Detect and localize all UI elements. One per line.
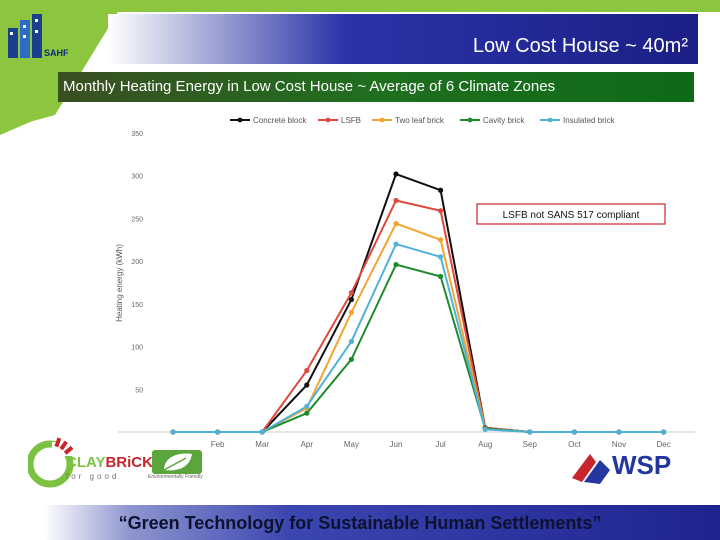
annotation-text: LSFB not SANS 517 compliant (503, 210, 640, 221)
series-line (173, 199, 664, 433)
x-tick-label: Feb (211, 440, 225, 449)
x-tick-label: May (344, 440, 359, 449)
x-tick-label: Sep (523, 440, 538, 449)
data-point (438, 237, 444, 243)
series-line (173, 222, 664, 433)
legend-label: LSFB (341, 116, 361, 125)
x-tick-label: Jul (435, 440, 445, 449)
legend-label: Concrete block (253, 116, 307, 125)
data-point (348, 290, 354, 296)
y-tick-label: 150 (131, 302, 143, 309)
data-point (304, 403, 310, 409)
legend-marker (467, 117, 473, 123)
legend-label: Two leaf brick (395, 116, 445, 125)
wsp-wordmark: WSP (612, 450, 672, 480)
data-point (438, 187, 444, 193)
legend-marker (547, 117, 553, 123)
eco-label: Environmentally Friendly (148, 474, 203, 480)
slide-subtitle: Monthly Heating Energy in Low Cost House… (63, 78, 556, 95)
data-point (571, 429, 577, 435)
x-tick-label: Jun (390, 440, 403, 449)
data-point (527, 429, 533, 435)
legend-marker (379, 117, 385, 123)
heating-energy-chart: 50 100 150 200 250 300 350 Feb Mar Apr May Jun Jul A… (115, 116, 695, 449)
data-point (348, 309, 354, 315)
claybrick-wordmark-clay: CLAY (66, 454, 106, 471)
leaf-icon (152, 450, 202, 474)
data-point (438, 208, 444, 214)
data-point (348, 338, 354, 345)
x-tick-label: Dec (656, 440, 670, 449)
y-axis: 50 100 150 200 250 300 350 (131, 131, 143, 394)
y-tick-label: 50 (135, 387, 143, 394)
slide-title: Low Cost House ~ 40m² (472, 35, 688, 57)
tagline: “Green Technology for Sustainable Human … (118, 513, 602, 533)
y-tick-label: 250 (131, 216, 143, 223)
data-point (348, 356, 354, 362)
data-point (348, 296, 354, 303)
subtitle-bar: Monthly Heating Energy in Low Cost House… (58, 72, 694, 102)
data-point (482, 426, 488, 433)
data-point (438, 273, 444, 280)
y-tick-label: 350 (131, 131, 143, 138)
data-point (661, 429, 667, 435)
annotation-box: LSFB not SANS 517 compliant (476, 203, 666, 225)
series-line (173, 243, 664, 433)
bottom-bar (0, 505, 720, 540)
legend-label: Cavity brick (483, 116, 525, 125)
data-point (304, 382, 310, 388)
x-tick-label: Mar (255, 440, 269, 449)
y-tick-label: 100 (131, 345, 143, 352)
data-point (393, 261, 399, 268)
y-tick-label: 200 (131, 259, 143, 266)
data-point (304, 410, 310, 416)
y-tick-label: 300 (131, 174, 143, 181)
legend-marker (325, 117, 331, 123)
claybrick-wordmark: CLAYBRiCK (66, 454, 153, 471)
data-point (616, 429, 622, 435)
data-point (215, 429, 221, 435)
sahf-logo (8, 14, 42, 58)
data-point (393, 241, 399, 247)
claybrick-wordmark-brick: BRiCK (105, 454, 153, 471)
chart-series (170, 171, 667, 435)
sahf-logo-text: SAHF (44, 48, 69, 58)
data-point (393, 197, 399, 204)
data-point (170, 429, 176, 435)
legend-label: Insulated brick (563, 116, 616, 125)
data-point (393, 220, 399, 227)
x-tick-label: Aug (478, 440, 492, 449)
wsp-logo (572, 454, 610, 484)
y-axis-label: Heating energy (kWh) (115, 244, 124, 322)
chart-legend: Concrete block LSFB Two leaf brick Cavity b… (230, 116, 616, 125)
x-tick-label: Oct (568, 440, 581, 449)
data-point (438, 254, 444, 260)
claybrick-logo (28, 437, 74, 488)
data-point (393, 171, 399, 177)
series-line (173, 263, 664, 433)
x-tick-label: Nov (612, 440, 626, 449)
claybrick-tagline: for good (66, 472, 120, 481)
x-tick-label: Apr (301, 440, 314, 449)
data-point (304, 367, 310, 374)
data-point (259, 429, 265, 435)
legend-marker (237, 117, 243, 123)
title-bar: Low Cost House ~ 40m² (108, 14, 698, 64)
